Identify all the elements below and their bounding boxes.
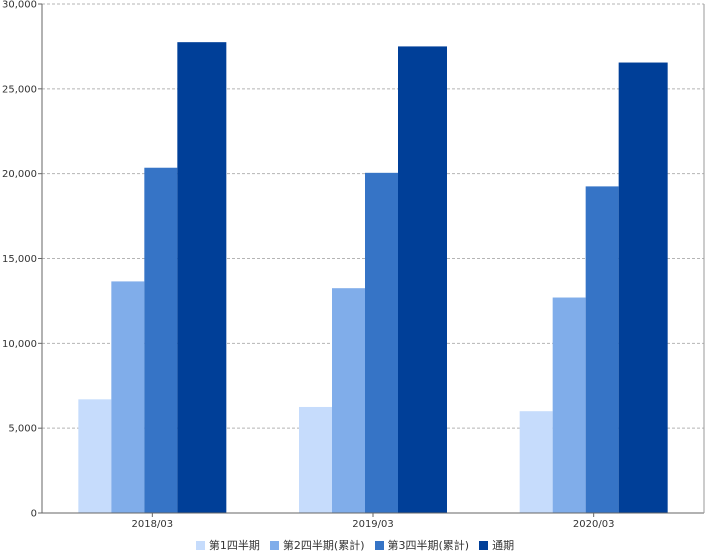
- legend-item[interactable]: 第2四半期(累計): [269, 537, 365, 553]
- y-tick-label: 5,000: [8, 424, 37, 435]
- bar: [585, 186, 619, 513]
- axes: [38, 3, 705, 517]
- bar: [519, 411, 553, 513]
- bar: [144, 167, 178, 513]
- bar: [365, 172, 398, 513]
- y-tick-label: 30,000: [2, 0, 37, 11]
- bar: [177, 42, 227, 514]
- x-tick-label: 2018/03: [132, 519, 174, 530]
- bar-chart: 0 5,000 10,000 15,000 20,000 25,000 30,000 2018…: [2, 0, 705, 530]
- x-tick-label: 2020/03: [573, 519, 615, 530]
- legend-label: 通期: [492, 539, 515, 552]
- legend-item[interactable]: 第3四半期(累計): [374, 537, 470, 553]
- bars: [78, 42, 668, 514]
- legend-swatch: [479, 540, 489, 550]
- y-tick-label: 20,000: [2, 169, 37, 180]
- bar: [552, 297, 586, 513]
- bar: [111, 281, 145, 513]
- y-tick-label: 25,000: [2, 84, 37, 95]
- y-tick-label: 10,000: [2, 339, 37, 350]
- legend-swatch: [374, 540, 384, 550]
- legend-swatch: [195, 540, 205, 550]
- legend-swatch: [269, 540, 279, 550]
- legend-label: 第1四半期: [208, 539, 260, 552]
- legend-label: 第2四半期(累計): [282, 539, 365, 552]
- x-tick-label: 2019/03: [352, 519, 394, 530]
- legend-item[interactable]: 通期: [479, 537, 514, 553]
- legend-label: 第3四半期(累計): [387, 539, 470, 552]
- bar: [299, 406, 332, 513]
- y-tick-label: 15,000: [2, 254, 37, 265]
- tick-labels: 0 5,000 10,000 15,000 20,000 25,000 30,000 2018…: [2, 0, 614, 530]
- y-tick-label: 0: [31, 509, 37, 520]
- bar: [398, 46, 447, 514]
- bar: [618, 62, 668, 513]
- chart-legend: 第1四半期 第2四半期(累計) 第3四半期(累計) 通期: [0, 537, 710, 553]
- bar: [332, 288, 365, 513]
- legend-item[interactable]: 第1四半期: [195, 537, 260, 553]
- bar: [78, 399, 112, 513]
